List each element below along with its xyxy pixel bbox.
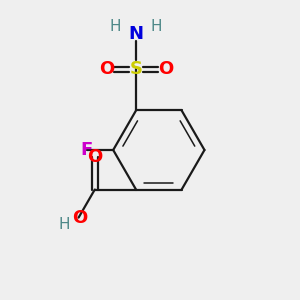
Text: O: O — [72, 208, 88, 226]
Text: O: O — [99, 60, 114, 78]
Text: F: F — [81, 141, 93, 159]
Text: O: O — [87, 148, 102, 166]
Text: H: H — [151, 19, 162, 34]
Text: H: H — [110, 19, 121, 34]
Text: S: S — [130, 60, 142, 78]
Text: H: H — [58, 218, 70, 232]
Text: N: N — [128, 25, 143, 43]
Text: O: O — [158, 60, 173, 78]
